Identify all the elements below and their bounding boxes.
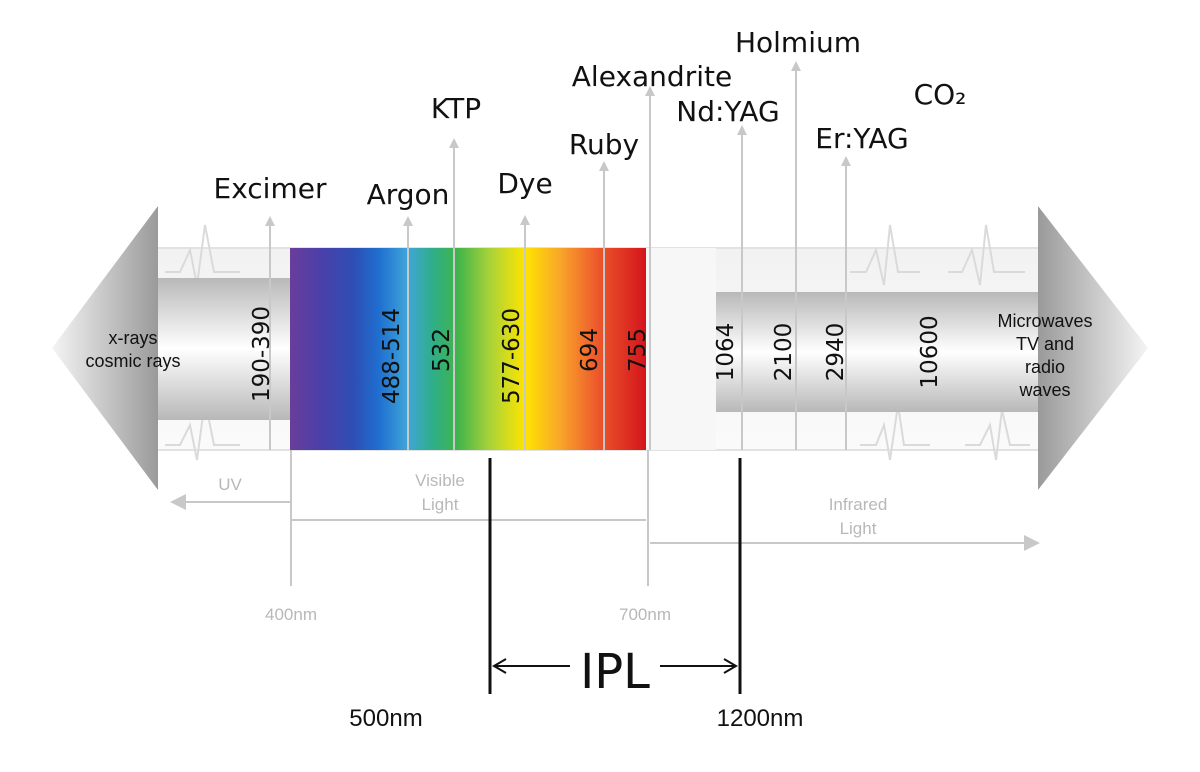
laser-name-holmium: Holmium — [735, 26, 861, 59]
laser-name-dye: Dye — [497, 167, 552, 200]
wavelength-nd-yag: 1064 — [713, 323, 739, 382]
laser-name-argon: Argon — [367, 178, 450, 211]
laser-name-alexandrite: Alexandrite — [572, 60, 732, 93]
visible-white-gap — [646, 248, 716, 450]
infrared-label-1: Infrared — [829, 495, 888, 514]
leader-ktp — [449, 138, 459, 450]
leader-dye — [520, 215, 530, 450]
leader-nd-yag — [737, 125, 747, 450]
right-arrow-shaft — [716, 292, 1038, 412]
leader-argon — [403, 216, 413, 450]
leader-excimer — [265, 216, 275, 450]
left-end-label-1: x-rays — [109, 328, 158, 348]
leader-alexandrite — [645, 86, 655, 450]
leader-ruby — [599, 161, 609, 450]
region-markers — [170, 450, 1040, 586]
ipl-range-lines — [488, 458, 742, 694]
left-end-label-2: cosmic rays — [85, 351, 180, 371]
marker-1200nm: 1200nm — [717, 705, 804, 732]
visible-label-1: Visible — [415, 471, 465, 490]
uv-label: UV — [218, 475, 242, 494]
wavelength-ktp: 532 — [429, 328, 455, 372]
ipl-label: IPL — [580, 644, 650, 700]
marker-700nm: 700nm — [619, 605, 671, 624]
right-end-label-3: radio — [1025, 357, 1065, 377]
laser-name-ruby: Ruby — [569, 128, 639, 161]
visible-label-2: Light — [422, 495, 459, 514]
laser-name-ktp: KTP — [431, 92, 481, 125]
leader-er-yag — [841, 156, 851, 450]
right-end-label-2: TV and — [1016, 334, 1074, 354]
wavelength-ruby: 694 — [577, 328, 603, 372]
wavelength-labels: 190-390 488-514 532 577-630 694 755 1064 2100 29… — [249, 306, 943, 404]
right-end-label-4: waves — [1018, 380, 1070, 400]
wavelength-co-: 10600 — [917, 315, 943, 388]
laser-name-excimer: Excimer — [214, 172, 327, 205]
laser-name-co-: CO₂ — [914, 78, 967, 111]
visible-spectrum-bar — [290, 248, 646, 450]
wavelength-dye: 577-630 — [499, 308, 525, 404]
laser-name-er-yag: Er:YAG — [815, 122, 908, 155]
left-arrow-shaft — [158, 278, 290, 420]
right-end-label-1: Microwaves — [997, 311, 1092, 331]
infrared-label-2: Light — [840, 519, 877, 538]
leader-holmium — [791, 61, 801, 450]
marker-400nm: 400nm — [265, 605, 317, 624]
laser-leader-lines — [265, 61, 851, 450]
laser-name-nd-yag: Nd:YAG — [676, 95, 779, 128]
wavelength-excimer: 190-390 — [249, 306, 275, 402]
wavelength-alexandrite: 755 — [625, 328, 651, 372]
marker-500nm: 500nm — [349, 705, 422, 732]
left-arrow-head — [52, 206, 158, 490]
wavelength-holmium: 2100 — [771, 323, 797, 382]
ipl-arrows — [492, 658, 738, 674]
wavelength-er-yag: 2940 — [823, 323, 849, 382]
right-arrow-head — [1038, 206, 1148, 490]
wavelength-argon: 488-514 — [379, 308, 405, 404]
